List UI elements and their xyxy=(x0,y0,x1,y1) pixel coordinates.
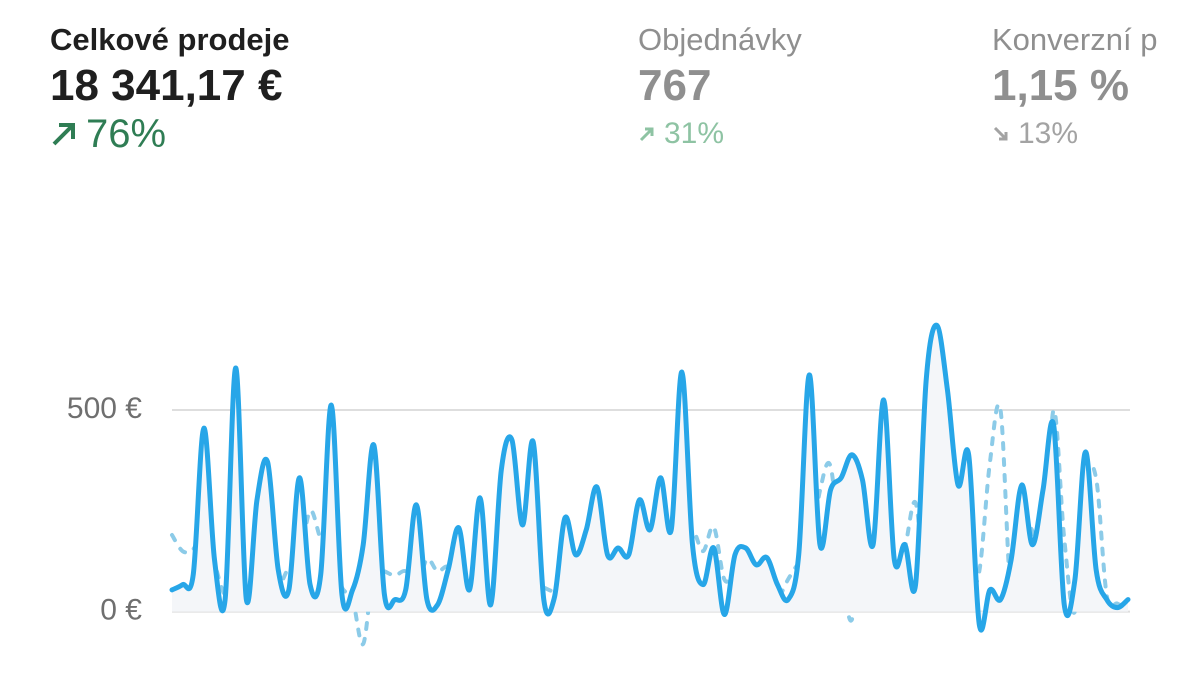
metric-value: 767 xyxy=(638,61,712,110)
metric-title: Objednávky xyxy=(638,22,802,57)
y-tick-label: 0 € xyxy=(100,594,142,627)
area xyxy=(172,325,1128,631)
arrow-up xyxy=(639,127,654,142)
metric-value: 18 341,17 € xyxy=(50,61,283,110)
metric-title: Celkové prodeje xyxy=(50,22,290,57)
metric[interactable]: Celkové prodeje 18 341,17 € 76% xyxy=(50,20,289,156)
metric-change: 13% xyxy=(992,112,1179,156)
arrow-down xyxy=(993,126,1008,141)
arrow-up xyxy=(52,123,75,146)
y-tick-label: 500 € xyxy=(67,392,142,425)
metric-title: Konverzní p xyxy=(992,22,1158,57)
change-text: 76% xyxy=(86,112,167,156)
metric-change: 31% xyxy=(638,112,802,156)
metric[interactable]: Objednávky 767 31% xyxy=(638,20,802,156)
line xyxy=(169,322,1131,633)
change-text: 31% xyxy=(664,117,725,150)
metric-value: 1,15 % xyxy=(992,61,1129,110)
metric[interactable]: Konverzní p 1,15 % 13% xyxy=(992,20,1179,156)
change-text: 13% xyxy=(1018,117,1079,150)
metric-change: 76% xyxy=(50,112,289,156)
